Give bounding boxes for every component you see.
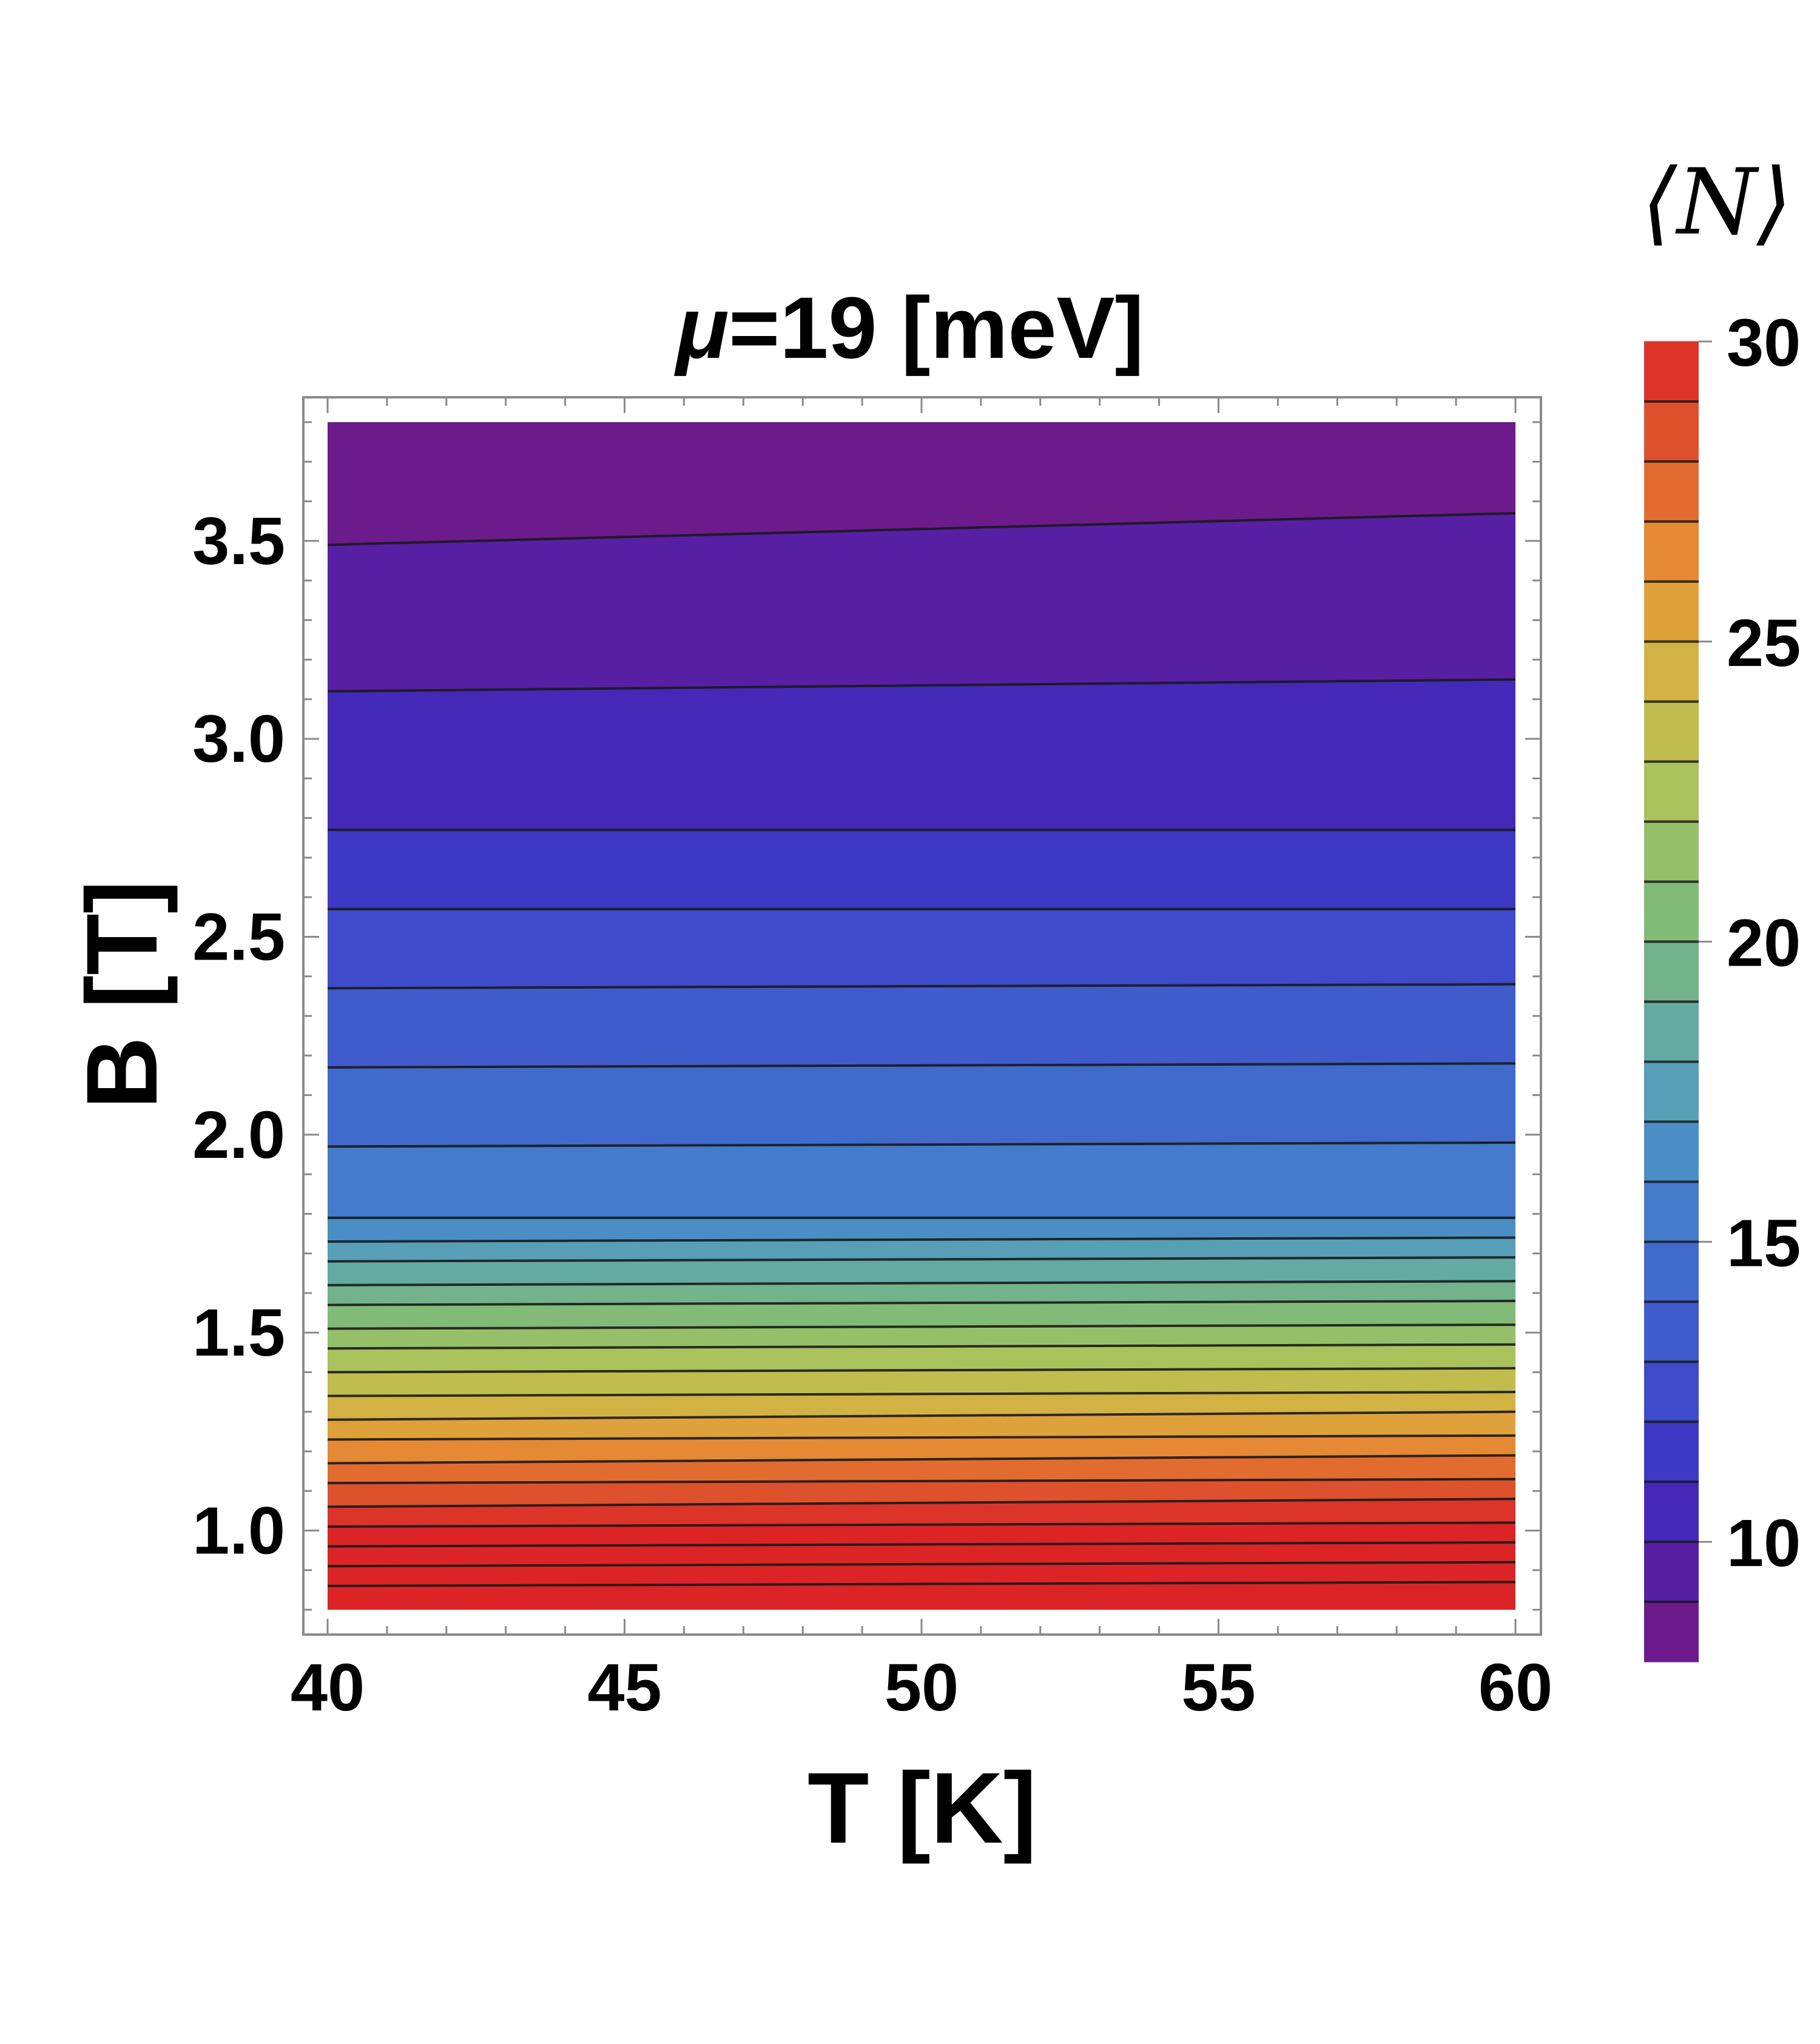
contour-line xyxy=(328,678,1515,693)
colorbar-label: ⟨N⟩ xyxy=(1642,150,1792,255)
colorbar-segment xyxy=(1644,521,1699,582)
colorbar-segment xyxy=(1644,341,1699,402)
colorbar-segment xyxy=(1644,701,1699,762)
colorbar-segment xyxy=(1644,1241,1699,1302)
contour-line xyxy=(328,1498,1515,1508)
chart-title: μ=19 [meV] xyxy=(673,279,1144,377)
colorbar-tick-label: 10 xyxy=(1727,1506,1801,1581)
contour-line xyxy=(328,1343,1515,1350)
contour-line xyxy=(328,1236,1515,1243)
contour-line xyxy=(328,1323,1515,1330)
x-tick-label: 50 xyxy=(885,1650,959,1725)
colorbar-tick-label: 15 xyxy=(1727,1206,1801,1280)
contour-line xyxy=(328,1434,1515,1441)
colorbar-tick-label: 30 xyxy=(1727,306,1801,380)
colorbar-segment xyxy=(1644,1481,1699,1542)
colorbar-segment xyxy=(1644,1121,1699,1182)
colorbar-segment xyxy=(1644,881,1699,943)
y-tick-label: 2.0 xyxy=(192,1098,285,1172)
colorbar-segment xyxy=(1644,641,1699,702)
colorbar-tick-label: 20 xyxy=(1727,906,1801,981)
colorbar-segment xyxy=(1644,1001,1699,1062)
colorbar-segment xyxy=(1644,1301,1699,1362)
y-tick-label: 2.5 xyxy=(192,899,285,974)
colorbar-segment xyxy=(1644,1361,1699,1422)
contour-band xyxy=(328,422,1515,546)
y-axis-ticks: 1.0 1.5 2.0 2.5 3.0 3.5 xyxy=(192,504,285,1568)
y-tick-label: 1.0 xyxy=(192,1493,285,1568)
colorbar-segment xyxy=(1644,1061,1699,1122)
colorbar-segment xyxy=(1644,1181,1699,1242)
colorbar-segment xyxy=(1644,821,1699,882)
contour-line xyxy=(328,1410,1515,1421)
title-symbol: μ xyxy=(673,279,729,377)
title-rest: =19 [meV] xyxy=(729,279,1144,377)
colorbar-segment xyxy=(1644,941,1699,1002)
colorbar-segment xyxy=(1644,1421,1699,1482)
contour-band xyxy=(328,679,1515,830)
contour-line xyxy=(328,1256,1515,1263)
contour-line xyxy=(328,1581,1515,1587)
contour-line xyxy=(328,1367,1515,1374)
y-tick-label: 3.0 xyxy=(192,702,285,776)
y-tick-label: 3.5 xyxy=(192,504,285,579)
contour-band xyxy=(328,984,1515,1068)
x-tick-label: 55 xyxy=(1181,1650,1255,1725)
colorbar-segment xyxy=(1644,761,1699,822)
contour-bands xyxy=(328,422,1515,1610)
colorbar-segment xyxy=(1644,461,1699,522)
contour-line xyxy=(328,1478,1515,1485)
contour-line xyxy=(328,1521,1515,1528)
contour-line xyxy=(328,1280,1515,1286)
contour-lines xyxy=(328,512,1515,1587)
contour-line xyxy=(328,1141,1515,1148)
contour-line xyxy=(328,1391,1515,1397)
contour-line xyxy=(328,1541,1515,1548)
colorbar-tick-label: 25 xyxy=(1727,606,1801,681)
colorbar: 10 15 20 25 30 xyxy=(1644,306,1801,1662)
x-tick-label: 60 xyxy=(1478,1650,1552,1725)
contour-line xyxy=(328,1454,1515,1465)
contour-band xyxy=(328,1142,1515,1219)
y-tick-label: 1.5 xyxy=(192,1296,285,1370)
contour-line xyxy=(328,512,1515,546)
contour-line xyxy=(328,1062,1515,1069)
contour-line xyxy=(328,983,1515,990)
x-axis-label: T [K] xyxy=(807,1752,1037,1864)
colorbar-segment xyxy=(1644,401,1699,462)
colorbar-segment xyxy=(1644,581,1699,642)
x-tick-label: 40 xyxy=(291,1650,365,1725)
contour-band xyxy=(328,909,1515,989)
x-axis-ticks: 40 45 50 55 60 xyxy=(291,1650,1552,1725)
x-tick-label: 45 xyxy=(587,1650,661,1725)
colorbar-segment xyxy=(1644,1601,1699,1662)
contour-line xyxy=(328,1561,1515,1568)
contour-line xyxy=(328,1299,1515,1306)
colorbar-segment xyxy=(1644,1541,1699,1602)
contour-band xyxy=(328,1063,1515,1148)
contour-band xyxy=(328,829,1515,910)
y-axis-label: B [T] xyxy=(66,880,178,1109)
frame-ticks xyxy=(303,397,1541,1635)
